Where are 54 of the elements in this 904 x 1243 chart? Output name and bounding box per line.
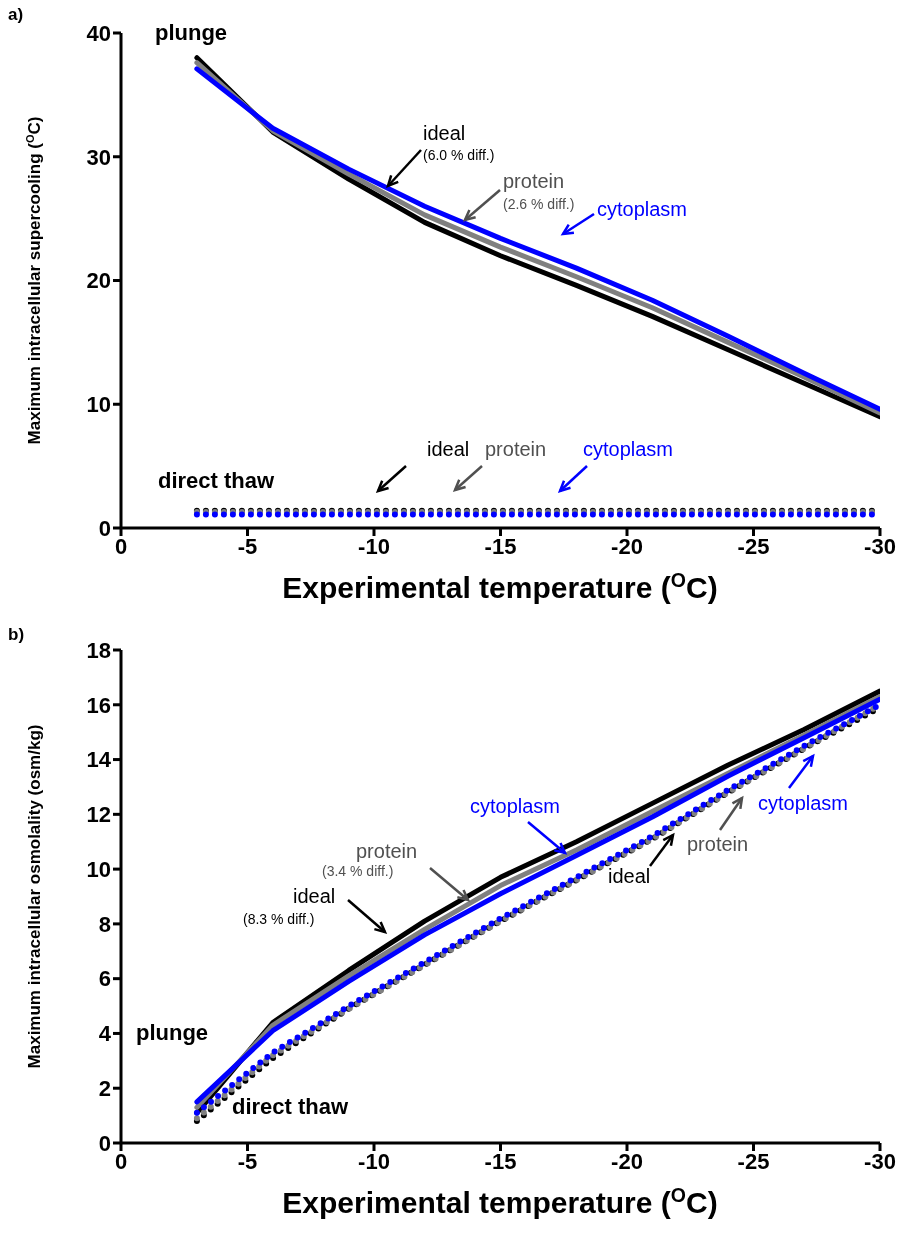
annotation: ideal	[608, 865, 651, 887]
y-tick-label: 8	[98, 911, 111, 937]
annotation: cytoplasm	[583, 438, 674, 460]
y-tick-label: 30	[86, 144, 111, 170]
annotation: direct thaw	[232, 1094, 350, 1119]
annotation: cytoplasm	[597, 198, 688, 220]
annotation: (2.6 % diff.)	[503, 196, 575, 212]
annotation: plunge	[136, 1020, 209, 1045]
x-axis-title: Experimental temperature ($^{O}$C)	[282, 569, 718, 604]
x-tick-label: -15	[484, 533, 517, 559]
annotation: (6.0 % diff.)	[423, 147, 495, 163]
y-tick-label: 14	[86, 747, 112, 773]
y-tick-label: 20	[86, 268, 111, 294]
chart-title: b)	[8, 625, 25, 644]
annotation: cytoplasm	[758, 792, 849, 814]
x-tick-label: -20	[611, 533, 643, 559]
chart-title: a)	[8, 5, 24, 24]
annotation: ideal	[423, 122, 466, 144]
annotation: protein	[485, 438, 547, 460]
annotation: cytoplasm	[470, 795, 561, 817]
y-tick-label: 16	[86, 692, 111, 718]
annotation: protein	[687, 833, 749, 855]
annotation: ideal	[293, 885, 336, 907]
x-tick-label: -10	[358, 533, 390, 559]
annotation: (3.4 % diff.)	[322, 863, 394, 879]
x-tick-label: -25	[737, 533, 770, 559]
x-tick-label: -20	[611, 1148, 643, 1174]
x-tick-label: -10	[358, 1148, 390, 1174]
x-axis-title: Experimental temperature ($^{O}$C)	[282, 1184, 718, 1219]
annotation: direct thaw	[158, 468, 276, 493]
annotation: protein	[356, 840, 418, 862]
annotation: (8.3 % diff.)	[243, 911, 315, 927]
y-tick-label: 4	[98, 1021, 112, 1047]
y-tick-label: 2	[98, 1076, 111, 1102]
y-tick-label: 6	[98, 966, 111, 992]
annotation: plunge	[155, 20, 228, 45]
x-tick-label: -5	[237, 1148, 258, 1174]
y-tick-label: 0	[98, 515, 111, 541]
x-tick-label: -5	[237, 533, 258, 559]
x-tick-label: -15	[484, 1148, 517, 1174]
y-axis-title: Maximum intracellular osmolality (osm/kg)	[25, 724, 44, 1069]
y-tick-label: 10	[86, 856, 111, 882]
x-tick-label: -30	[864, 1148, 896, 1174]
y-tick-label: 10	[86, 392, 111, 418]
y-tick-label: 40	[86, 20, 111, 46]
x-tick-label: -30	[864, 533, 896, 559]
y-tick-label: 0	[98, 1130, 111, 1156]
y-tick-label: 18	[86, 637, 111, 663]
x-tick-label: 0	[114, 1148, 128, 1174]
y-tick-label: 12	[86, 802, 111, 828]
x-tick-label: -25	[737, 1148, 770, 1174]
annotation: protein	[503, 170, 565, 192]
x-tick-label: 0	[114, 533, 128, 559]
annotation: ideal	[427, 438, 470, 460]
